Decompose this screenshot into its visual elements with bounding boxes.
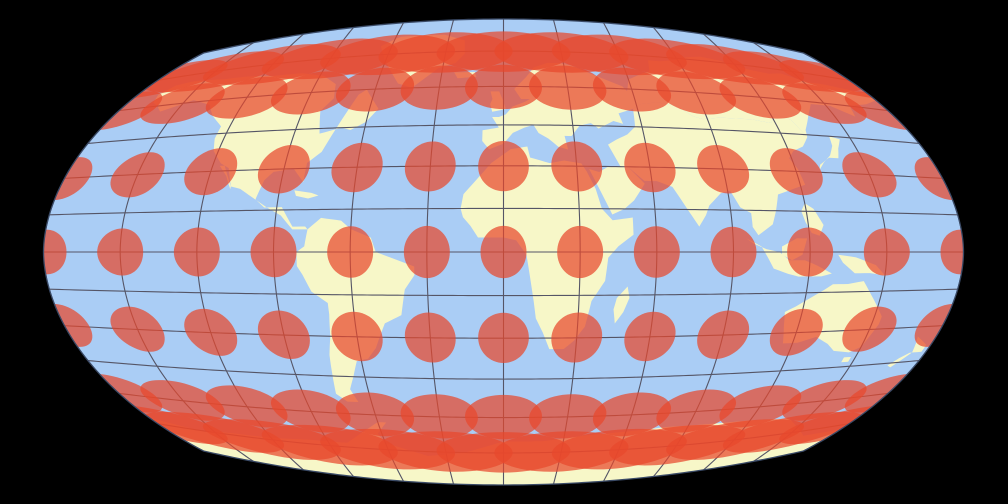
tissot-ellipse <box>782 83 867 124</box>
tissot-ellipse <box>787 227 834 277</box>
landmass-tasmania <box>841 356 851 363</box>
tissot-ellipse <box>697 310 750 359</box>
tissot-ellipse <box>529 65 607 110</box>
tissot-ellipse <box>404 312 456 363</box>
tissot-ellipse <box>250 226 297 278</box>
tissot-ellipse <box>184 308 238 356</box>
tissot-ellipse <box>184 148 238 196</box>
tissot-ellipse <box>327 226 374 278</box>
map-outline <box>42 18 965 486</box>
tissot-ellipse <box>403 225 450 279</box>
tissot-ellipse <box>400 65 478 110</box>
landmass-india-detail <box>672 184 726 227</box>
tissot-ellipse <box>656 389 737 433</box>
tissot-ellipse <box>257 310 310 359</box>
tissot-ellipse <box>863 228 910 276</box>
tissot-ellipse <box>480 225 527 279</box>
tissot-indicatrix-layer <box>43 31 964 473</box>
tissot-ellipse <box>842 306 897 352</box>
landmass-cuba <box>294 190 319 199</box>
tissot-ellipse <box>633 226 680 278</box>
tissot-ellipse <box>940 229 964 275</box>
parallel-line <box>49 288 958 297</box>
tissot-ellipse <box>335 392 415 437</box>
tissot-ellipse <box>331 311 383 362</box>
landmass-madagascar <box>613 286 630 324</box>
tissot-ellipse <box>270 71 351 115</box>
tissot-ellipse <box>400 394 478 439</box>
tissot-ellipse <box>592 67 672 112</box>
tissot-ellipse <box>335 67 415 112</box>
tissot-ellipse <box>592 392 672 437</box>
tissot-ellipse <box>43 229 67 275</box>
tissot-ellipse <box>205 76 288 119</box>
tissot-ellipse <box>478 312 529 364</box>
tissot-ellipse <box>465 64 542 110</box>
tissot-ellipse <box>710 226 757 278</box>
tissot-ellipse <box>205 385 288 428</box>
tissot-ellipse <box>140 83 225 124</box>
tissot-ellipse <box>478 140 529 192</box>
landmass-new-zealand <box>887 336 927 368</box>
tissot-ellipse <box>551 312 603 363</box>
landmass-north-america <box>153 73 379 230</box>
tissot-ellipse <box>697 145 750 194</box>
tissot-ellipse <box>624 142 676 193</box>
tissot-ellipse <box>404 141 456 192</box>
tissot-ellipse <box>257 145 310 194</box>
landmass-south-america <box>296 217 415 403</box>
tissot-ellipse <box>656 71 737 115</box>
tissot-ellipse <box>719 76 802 119</box>
tissot-ellipse <box>842 152 897 198</box>
tissot-ellipse <box>529 394 607 439</box>
tissot-ellipse <box>173 227 220 277</box>
map-body <box>43 19 964 485</box>
tissot-ellipse <box>97 228 144 276</box>
tissot-ellipse <box>465 394 542 440</box>
tissot-ellipse <box>110 306 165 352</box>
tissot-ellipse <box>624 311 676 362</box>
landmass-japan <box>819 136 840 170</box>
tissot-ellipse <box>110 152 165 198</box>
tissot-ellipse <box>331 142 383 193</box>
tissot-ellipse <box>140 380 225 421</box>
parallel-line <box>87 360 920 380</box>
tissot-ellipse <box>719 385 802 428</box>
parallel-line <box>87 124 920 144</box>
tissot-ellipse <box>557 225 604 279</box>
tissot-ellipse <box>769 308 823 356</box>
tissot-ellipse <box>769 148 823 196</box>
parallel-line <box>49 207 958 216</box>
tissot-ellipse <box>270 389 351 433</box>
tissot-ellipse <box>551 141 603 192</box>
tissot-ellipse <box>782 380 867 421</box>
